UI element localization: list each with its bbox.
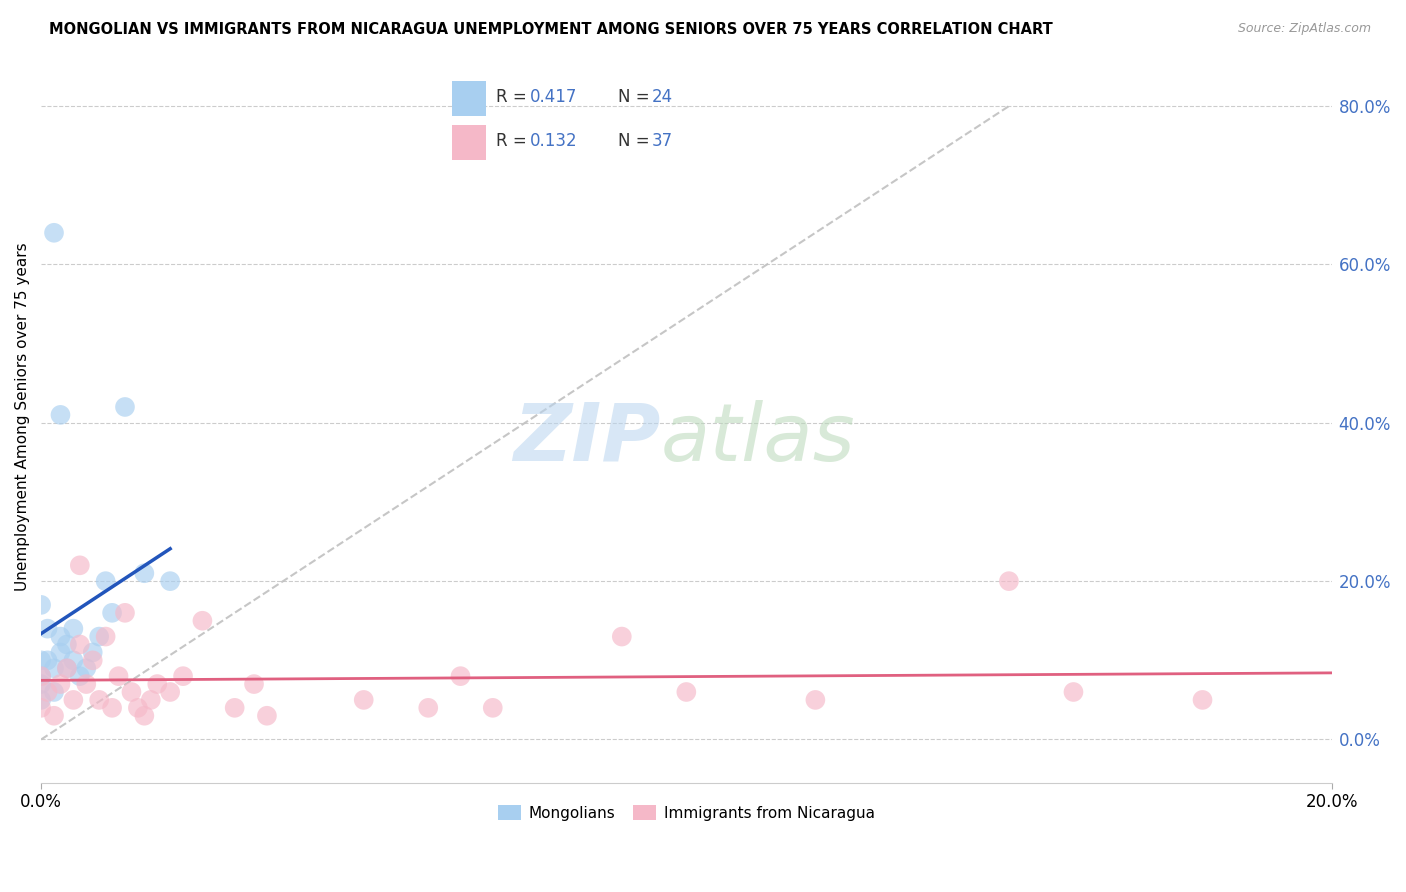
Point (37, 653, 59, 667)
Point (114, 606, 136, 620)
Point (450, 669, 472, 683)
Point (30, 693, 52, 707)
Point (159, 574, 181, 589)
Point (134, 566, 156, 581)
Point (481, 701, 503, 715)
Point (134, 708, 156, 723)
Point (62, 653, 84, 667)
Point (49, 645, 72, 659)
Point (224, 701, 246, 715)
Text: atlas: atlas (661, 400, 855, 478)
Point (49, 630, 72, 644)
Point (62, 622, 84, 636)
Point (42, 685, 65, 699)
Point (30, 701, 52, 715)
Point (75, 677, 97, 691)
Point (42, 708, 65, 723)
Point (30, 653, 52, 667)
Point (94, 574, 117, 589)
Point (37, 685, 59, 699)
Point (56, 638, 79, 652)
Y-axis label: Unemployment Among Seniors over 75 years: Unemployment Among Seniors over 75 years (15, 243, 30, 591)
Point (49, 408, 72, 422)
Point (107, 669, 129, 683)
Point (172, 669, 194, 683)
Point (75, 661, 97, 675)
Point (191, 614, 214, 628)
Point (69, 638, 91, 652)
Point (998, 574, 1021, 589)
Point (89, 693, 111, 707)
Point (56, 661, 79, 675)
Point (146, 677, 169, 691)
Point (42, 661, 65, 675)
Point (30, 669, 52, 683)
Point (82, 645, 104, 659)
Legend: Mongolians, Immigrants from Nicaragua: Mongolians, Immigrants from Nicaragua (492, 798, 882, 827)
Point (139, 693, 162, 707)
Point (610, 630, 633, 644)
Point (243, 677, 266, 691)
Point (256, 708, 278, 723)
Point (30, 677, 52, 691)
Point (30, 598, 52, 612)
Point (675, 685, 697, 699)
Point (127, 701, 149, 715)
Point (101, 606, 124, 620)
Point (37, 622, 59, 636)
Point (159, 685, 181, 699)
Point (94, 630, 117, 644)
Point (56, 661, 79, 675)
Point (120, 685, 142, 699)
Point (1191, 693, 1213, 707)
Point (804, 693, 827, 707)
Point (82, 653, 104, 667)
Point (89, 630, 111, 644)
Text: MONGOLIAN VS IMMIGRANTS FROM NICARAGUA UNEMPLOYMENT AMONG SENIORS OVER 75 YEARS : MONGOLIAN VS IMMIGRANTS FROM NICARAGUA U… (49, 22, 1053, 37)
Point (62, 693, 84, 707)
Text: Source: ZipAtlas.com: Source: ZipAtlas.com (1237, 22, 1371, 36)
Point (30, 669, 52, 683)
Point (101, 701, 124, 715)
Point (42, 226, 65, 240)
Point (69, 558, 91, 573)
Point (418, 701, 440, 715)
Point (49, 677, 72, 691)
Point (114, 400, 136, 414)
Point (353, 693, 375, 707)
Point (1062, 685, 1084, 699)
Text: ZIP: ZIP (513, 400, 661, 478)
Point (69, 669, 91, 683)
